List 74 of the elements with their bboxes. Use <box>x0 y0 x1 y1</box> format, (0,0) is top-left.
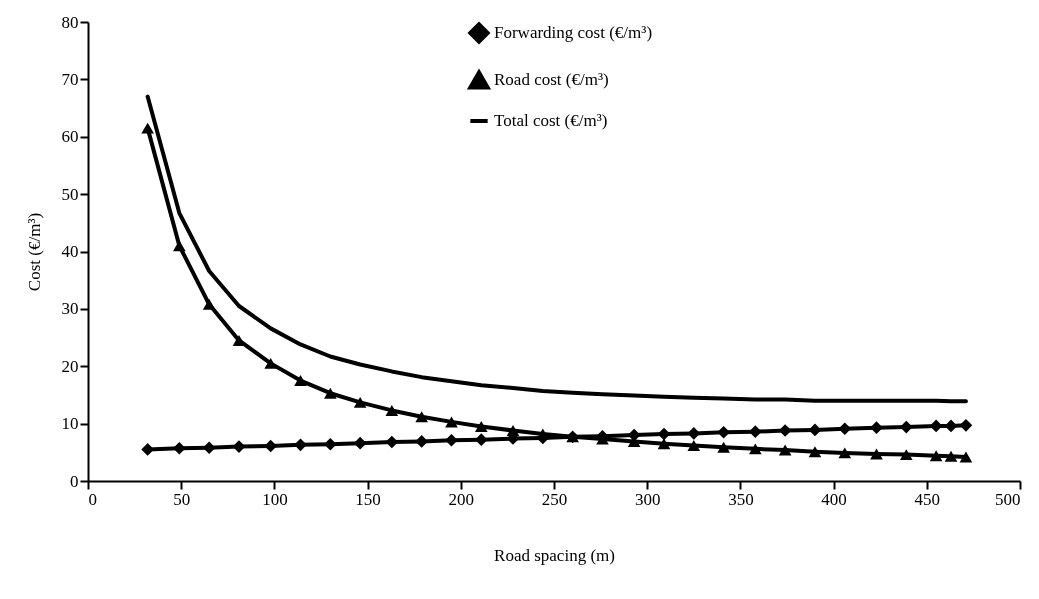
point <box>232 334 246 346</box>
x-tick-label: 400 <box>821 489 847 509</box>
point <box>324 387 337 399</box>
legend-label: Forwarding cost (€/m³) <box>494 23 653 42</box>
point <box>141 122 154 134</box>
point <box>474 433 488 447</box>
point <box>474 421 488 432</box>
point <box>385 435 399 449</box>
point <box>687 439 701 451</box>
point <box>264 439 277 453</box>
point <box>717 425 730 439</box>
point <box>294 375 307 387</box>
point <box>778 424 792 437</box>
point <box>899 449 913 461</box>
x-axis-title: Road spacing (m) <box>494 545 615 565</box>
point <box>353 396 367 408</box>
point <box>141 443 154 456</box>
point <box>944 450 958 462</box>
y-axis-title: Cost (€/m³) <box>24 212 44 292</box>
y-tick-label: 0 <box>70 471 79 491</box>
point <box>748 425 762 438</box>
point <box>870 448 883 460</box>
x-tick-label: 150 <box>355 489 381 509</box>
point <box>415 411 428 423</box>
point <box>808 423 822 437</box>
point <box>173 240 186 252</box>
point <box>506 425 520 436</box>
point <box>232 440 246 453</box>
point <box>445 433 458 447</box>
point <box>838 447 852 459</box>
y-tick-label: 80 <box>61 12 79 32</box>
point <box>353 436 367 450</box>
x-tick-label: 0 <box>88 489 97 509</box>
point <box>657 427 671 441</box>
point <box>778 444 792 456</box>
y-tick-label: 50 <box>61 184 79 204</box>
y-tick-label: 20 <box>61 356 79 376</box>
x-tick-label: 300 <box>634 489 661 509</box>
point <box>959 451 973 463</box>
point <box>657 438 671 450</box>
y-tick-label: 40 <box>61 242 79 261</box>
point <box>202 441 216 455</box>
x-tick-label: 200 <box>448 489 475 509</box>
point <box>838 422 852 436</box>
x-tick-label: 100 <box>262 489 288 509</box>
legend-label: Road cost (€/m³) <box>494 70 609 89</box>
point <box>445 416 458 428</box>
point <box>944 419 958 433</box>
point <box>748 443 762 455</box>
point <box>294 438 307 452</box>
point <box>202 298 216 310</box>
x-tick-label: 500 <box>995 489 1021 509</box>
y-tick-label: 70 <box>61 69 79 89</box>
x-tick-label: 450 <box>914 489 941 509</box>
point <box>959 419 973 432</box>
line-series <box>145 94 968 404</box>
point <box>385 404 399 416</box>
point <box>929 450 943 462</box>
x-tick-label: 350 <box>728 489 754 509</box>
y-tick-label: 30 <box>61 299 79 319</box>
y-tick-label: 10 <box>61 414 79 434</box>
x-tick-label: 250 <box>541 489 568 509</box>
point <box>717 441 730 453</box>
point <box>173 441 186 455</box>
point <box>808 446 822 458</box>
point <box>264 357 277 369</box>
point <box>687 427 701 440</box>
point <box>929 419 943 433</box>
point <box>324 437 337 451</box>
point <box>536 428 550 440</box>
x-tick-label: 50 <box>173 489 191 509</box>
legend-label: Total cost (€/m³) <box>494 111 608 130</box>
y-tick-label: 60 <box>61 127 79 147</box>
point <box>899 420 913 434</box>
